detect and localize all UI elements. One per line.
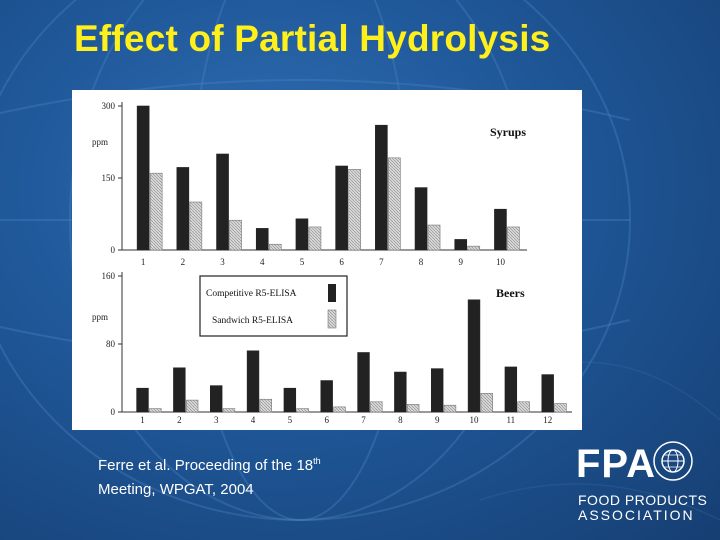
- panel1-x-tick-label: 4: [260, 257, 265, 267]
- panel2-bar-competitive: [541, 374, 554, 413]
- panel1-x-tick-label: 1: [141, 257, 146, 267]
- panel2-x-tick-label: 1: [140, 415, 145, 425]
- panel2-bar-competitive: [209, 385, 223, 413]
- panel1-bar-competitive: [494, 208, 507, 251]
- panel1-bar-competitive: [414, 187, 428, 251]
- legend-label-competitive: Competitive R5-ELISA: [206, 289, 297, 299]
- panel2-x-tick-label: 9: [435, 415, 440, 425]
- panel2-bar-sandwich: [259, 398, 273, 413]
- panel1-y-tick-label: 150: [102, 173, 116, 183]
- panel1-title: Syrups: [490, 125, 526, 139]
- panel2-x-tick-label: 8: [398, 415, 403, 425]
- panel2-x-tick-label: 11: [507, 415, 516, 425]
- panel2-bar-competitive: [136, 387, 149, 413]
- panel1-bar-competitive: [295, 218, 309, 251]
- legend-swatch-competitive: [328, 284, 336, 302]
- panel1-bar-sandwich: [308, 226, 322, 251]
- panel1-bar-sandwich: [467, 245, 481, 251]
- panel2-x-tick-label: 2: [177, 415, 182, 425]
- panel2-bar-competitive: [246, 350, 260, 413]
- panel1-bar-sandwich: [427, 224, 441, 251]
- panel1-bar-sandwich: [507, 226, 520, 251]
- panel2-bar-sandwich: [370, 401, 383, 413]
- citation-superscript: th: [313, 456, 321, 466]
- panel2-bar-sandwich: [333, 406, 346, 413]
- panel1-bar-sandwich: [189, 201, 203, 251]
- panel2-bar-competitive: [394, 371, 407, 413]
- panel1-x-tick-label: 7: [379, 257, 384, 267]
- panel2-y-tick-label: 160: [102, 271, 116, 281]
- panel1-x-tick-label: 8: [419, 257, 424, 267]
- panel1-x-tick-label: 6: [339, 257, 344, 267]
- panel2-bar-competitive: [173, 367, 186, 413]
- panel2-bar-competitive: [430, 368, 444, 413]
- panel1-y-label: ppm: [92, 137, 108, 147]
- legend-box: [199, 275, 348, 337]
- panel1-bar-competitive: [255, 228, 269, 251]
- citation: Ferre et al. Proceeding of the 18th Meet…: [98, 449, 321, 502]
- panel2-bar-sandwich: [222, 408, 236, 413]
- panel2-y-label: ppm: [92, 312, 108, 322]
- chart-figure: 0 150 300 ppm Syrups 1 2 3 4 5 6 7 8 9 10 0 80 160 ppm Beer…: [72, 90, 582, 430]
- panel2-bar-sandwich: [443, 404, 457, 413]
- panel2-x-tick-label: 10: [470, 415, 480, 425]
- panel2-x-tick-label: 4: [251, 415, 256, 425]
- panel1-y-tick-label: 0: [111, 245, 116, 255]
- panel1-bar-sandwich: [229, 219, 242, 251]
- panel2-bar-sandwich: [406, 404, 420, 413]
- slide-title: Effect of Partial Hydrolysis: [74, 18, 551, 59]
- panel1-x-tick-label: 10: [496, 257, 506, 267]
- fpa-logo: FPA FOOD PRODUCTS ASSOCIATION: [576, 440, 708, 530]
- panel2-bar-sandwich: [185, 399, 199, 413]
- panel2-bar-competitive: [283, 387, 297, 413]
- panel2-bar-sandwich: [517, 401, 530, 413]
- panel2-bar-competitive: [357, 352, 370, 413]
- seal-icon: [653, 441, 693, 481]
- panel2-x-tick-label: 5: [288, 415, 293, 425]
- panel1-bar-sandwich: [388, 157, 401, 251]
- panel1-y-tick-label: 300: [102, 101, 116, 111]
- panel1-bar-competitive: [454, 239, 468, 251]
- panel1-x-tick-label: 9: [458, 257, 463, 267]
- panel2-bar-sandwich: [296, 408, 309, 413]
- citation-line2: Meeting, WPGAT, 2004: [98, 481, 254, 498]
- panel1-bar-sandwich: [348, 169, 361, 251]
- panel2-bar-competitive: [467, 299, 481, 413]
- panel1-x-tick-label: 2: [181, 257, 186, 267]
- panel1-bar-competitive: [136, 105, 150, 251]
- logo-mark: FPA: [576, 442, 657, 486]
- panel2-bar-competitive: [504, 366, 518, 413]
- legend-label-sandwich: Sandwich R5-ELISA: [212, 316, 293, 326]
- panel1-bar-competitive: [335, 165, 348, 251]
- panel1-bar-competitive: [216, 153, 229, 251]
- panel2-x-tick-label: 12: [543, 415, 552, 425]
- panel2-bar-competitive: [320, 380, 333, 413]
- panel1-bar-sandwich: [268, 243, 282, 251]
- panel2-x-tick-label: 6: [324, 415, 329, 425]
- panel2-bar-sandwich: [149, 408, 162, 413]
- panel1-bar-sandwich: [149, 172, 163, 251]
- panel1-x-tick-label: 3: [220, 257, 225, 267]
- panel2-y-tick-label: 0: [111, 407, 116, 417]
- panel2-bar-sandwich: [554, 403, 567, 413]
- citation-line1: Ferre et al. Proceeding of the 18: [98, 457, 314, 474]
- panel1-x-tick-label: 5: [300, 257, 305, 267]
- panel2-y-tick-label: 80: [106, 339, 116, 349]
- logo-line1: FOOD PRODUCTS: [578, 492, 708, 508]
- panel2-bar-sandwich: [480, 392, 494, 413]
- panel2-x-tick-label: 7: [361, 415, 366, 425]
- legend-swatch-sandwich: [327, 309, 337, 329]
- panel2-x-tick-label: 3: [214, 415, 219, 425]
- panel1-bar-competitive: [176, 167, 190, 251]
- panel2-title: Beers: [496, 286, 525, 300]
- panel1-bar-competitive: [375, 124, 388, 251]
- logo-line2: ASSOCIATION: [578, 507, 695, 523]
